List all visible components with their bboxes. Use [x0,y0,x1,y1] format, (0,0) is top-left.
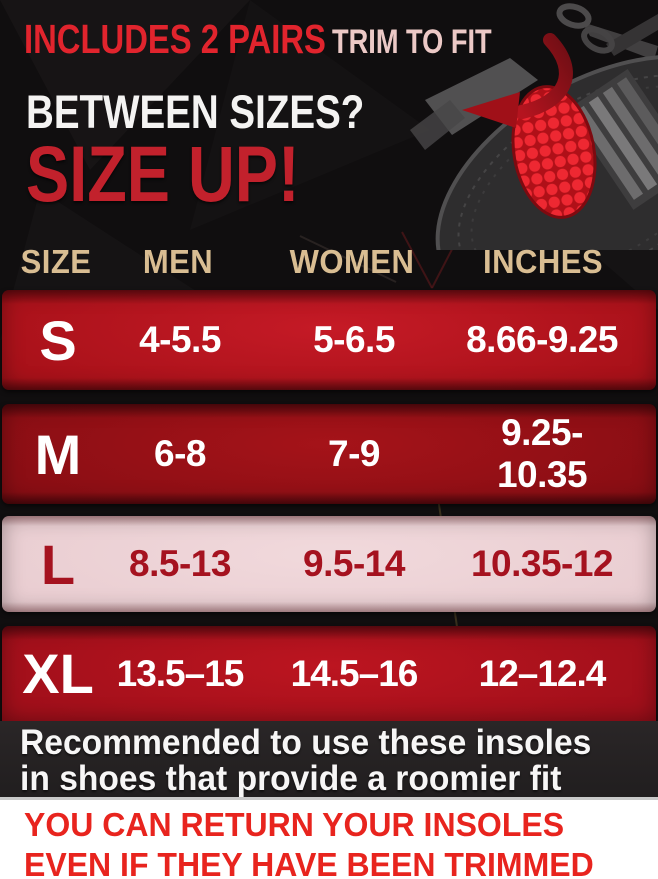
column-header-size: SIZE [20,243,92,280]
column-header-men: MEN [142,243,214,280]
return-policy-line1: YOU CAN RETURN YOUR INSOLES [24,806,565,843]
men-range: 13.5–15 [116,652,245,694]
inches-range: 12–12.4 [478,652,607,694]
recommendation-line1: Recommended to use these insoles [20,723,592,762]
return-policy-line2: EVEN IF THEY HAVE BEEN TRIMMED [24,846,594,879]
size-label: L [40,532,76,596]
return-policy-note: YOU CAN RETURN YOUR INSOLES EVEN IF THEY… [0,797,658,879]
size-label: XL [22,642,94,705]
recommendation-line2: in shoes that provide a roomier fit [20,759,562,798]
inches-range: 10.35-12 [470,543,614,584]
size-label: M [34,422,82,486]
men-range: 6-8 [154,433,206,474]
column-header-inches: INCHES [483,243,604,280]
size-up-heading: SIZE UP! [26,129,300,218]
size-chart-header: SIZE MEN WOMEN INCHES [0,238,658,286]
gel-pad [511,85,597,219]
women-range: 7-9 [328,433,380,474]
insole-image [410,3,658,250]
inches-range: 8.66-9.25 [466,319,618,360]
inches-range: 9.25-10.35 [496,412,588,495]
trim-to-fit-label: TRIM TO FIT [332,23,492,61]
women-range: 5-6.5 [313,319,395,360]
trim-arrow-icon [462,33,573,128]
men-range: 4-5.5 [139,319,221,360]
table-row-s: S 4-5.5 5-6.5 8.66-9.25 [2,290,656,390]
recommendation-note: Recommended to use these insoles in shoe… [0,721,658,798]
women-range: 9.5-14 [303,543,405,584]
scissors-icon [556,3,658,60]
size-label: S [39,308,77,372]
between-sizes-heading: BETWEEN SIZES? [26,85,365,138]
men-range: 8.5-13 [129,543,231,584]
table-row-xl: XL 13.5–15 14.5–16 12–12.4 [2,626,656,721]
column-header-women: WOMEN [289,243,415,280]
includes-2-pairs-heading: INCLUDES 2 PAIRS [24,16,326,62]
women-range: 14.5–16 [290,652,419,694]
table-row-l: L 8.5-13 9.5-14 10.35-12 [2,516,656,612]
table-row-m: M 6-8 7-9 9.25-10.35 [2,404,656,504]
